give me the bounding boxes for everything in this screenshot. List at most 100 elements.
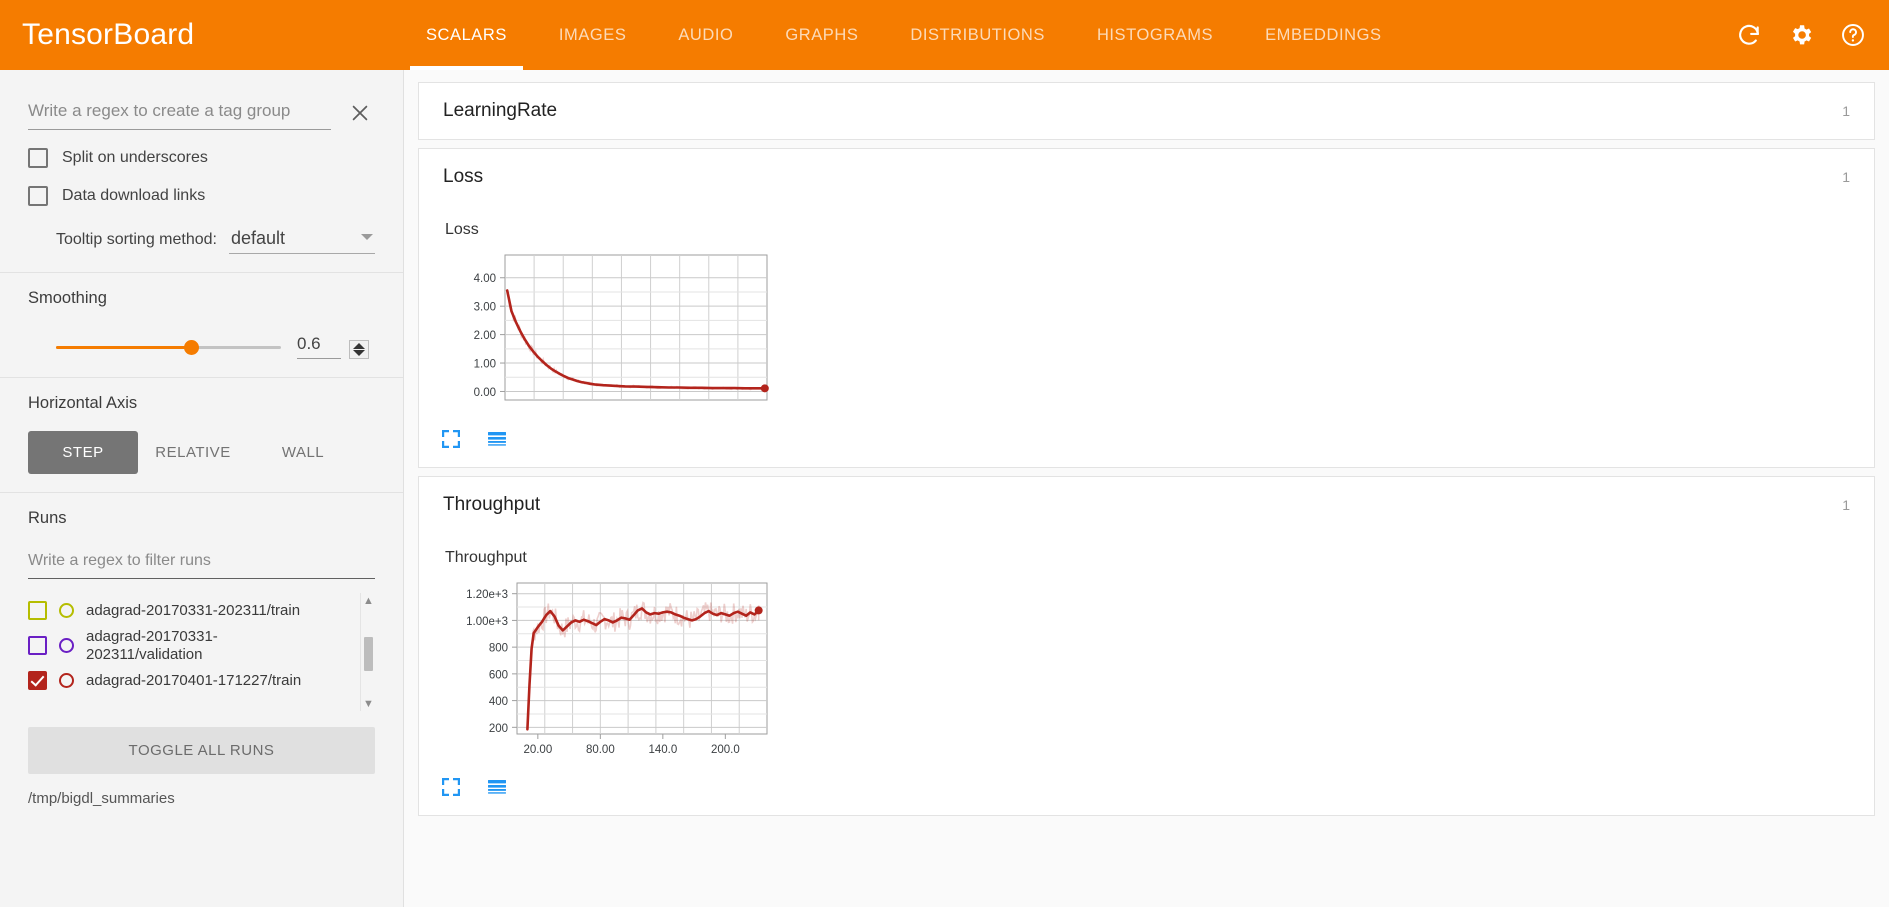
svg-text:200.0: 200.0 (711, 744, 740, 756)
card-count: 1 (1842, 103, 1850, 119)
run-item[interactable]: adagrad-20170331-202311/train (28, 593, 351, 628)
run-item[interactable]: adagrad-20170331-202311/validation (28, 628, 351, 663)
run-item-label: adagrad-20170331-202311/train (86, 601, 301, 619)
scroll-up-icon[interactable]: ▲ (363, 594, 374, 607)
runs-filter-input[interactable] (28, 542, 375, 579)
tag-regex-input[interactable] (28, 99, 331, 130)
checkbox-split-on-underscores[interactable]: Split on underscores (28, 148, 375, 168)
runs-title: Runs (28, 509, 67, 527)
axis-button-step[interactable]: STEP (28, 431, 138, 474)
tooltip-sorting-value: default (230, 228, 286, 248)
svg-text:800: 800 (489, 643, 508, 655)
chart-actions-loss (419, 419, 1874, 457)
checkbox-data-download-links[interactable]: Data download links (28, 186, 375, 206)
chart-loss[interactable]: 0.00 1.00 2.00 3.00 4.00 (445, 249, 775, 414)
checkbox-split-on-underscores-label: Split on underscores (62, 149, 208, 166)
run-color-circle (59, 603, 74, 618)
runs-scrollbar[interactable]: ▲ ▼ (360, 593, 375, 711)
app-brand: TensorBoard (22, 18, 195, 51)
axis-button-wall[interactable]: WALL (248, 431, 358, 474)
tab-images[interactable]: IMAGES (533, 0, 652, 70)
smoothing-stepper[interactable] (349, 340, 369, 359)
stepper-up-icon[interactable] (353, 343, 365, 349)
chart-title-throughput: Throughput (445, 549, 527, 566)
tag-regex-row (28, 86, 375, 130)
svg-text:2.00: 2.00 (474, 330, 496, 342)
smoothing-value[interactable]: 0.6 (297, 334, 341, 359)
svg-text:600: 600 (489, 669, 508, 681)
scrollbar-thumb[interactable] (364, 637, 373, 671)
tab-distributions[interactable]: DISTRIBUTIONS (884, 0, 1071, 70)
logdir-path: /tmp/bigdl_summaries (28, 790, 175, 807)
run-item[interactable]: adagrad-20170401-171227/train (28, 663, 351, 698)
card-body-throughput: Throughput 200 400 600 800 1.00e+3 1.20e+3 20.… (419, 533, 1874, 815)
axis-button-relative-label: RELATIVE (155, 444, 231, 461)
stepper-down-icon[interactable] (353, 350, 365, 356)
slider-fill (56, 345, 191, 349)
run-checkbox[interactable] (28, 601, 47, 620)
smoothing-slider[interactable] (56, 338, 281, 356)
smoothing-number: 0.6 (297, 334, 375, 359)
expand-icon[interactable] (441, 777, 463, 799)
nav-tabs: SCALARS IMAGES AUDIO GRAPHS DISTRIBUTION… (400, 0, 1735, 70)
runs-section: Runs adagrad-20170331-202311/train adagr… (0, 493, 403, 825)
run-checkbox[interactable] (28, 636, 47, 656)
checkbox-data-download-links-label: Data download links (62, 187, 206, 204)
tab-histograms[interactable]: HISTOGRAMS (1071, 0, 1239, 70)
help-icon[interactable] (1839, 21, 1867, 49)
gear-icon[interactable] (1787, 21, 1815, 49)
tab-histograms-label: HISTOGRAMS (1096, 25, 1214, 44)
data-series-icon[interactable] (487, 429, 509, 451)
checkbox-box (28, 186, 48, 206)
run-item-label: adagrad-20170401-171227/train (86, 672, 302, 690)
svg-text:140.0: 140.0 (648, 744, 677, 756)
tooltip-sorting-label: Tooltip sorting method: (56, 231, 217, 248)
horizontal-axis-section: Horizontal Axis STEP RELATIVE WALL (0, 378, 403, 493)
svg-text:400: 400 (489, 696, 508, 708)
sidebar: Split on underscores Data download links… (0, 70, 404, 907)
svg-text:80.00: 80.00 (586, 744, 615, 756)
checkbox-box (28, 148, 48, 168)
svg-text:0.00: 0.00 (474, 387, 496, 399)
close-icon[interactable] (345, 98, 375, 128)
tab-scalars-label: SCALARS (426, 25, 507, 44)
tab-images-label: IMAGES (558, 25, 627, 44)
slider-knob[interactable] (184, 339, 199, 355)
toggle-all-runs-button[interactable]: TOGGLE ALL RUNS (28, 727, 375, 774)
chart-title-loss: Loss (445, 221, 479, 238)
tab-scalars[interactable]: SCALARS (400, 0, 533, 70)
horizontal-axis-title: Horizontal Axis (28, 394, 138, 412)
card-throughput: Throughput 1 Throughput 200 400 600 800 1.00… (418, 476, 1875, 816)
tab-embeddings[interactable]: EMBEDDINGS (1239, 0, 1407, 70)
run-item-label: adagrad-20170331-202311/validation (86, 628, 218, 663)
refresh-icon[interactable] (1735, 21, 1763, 49)
tooltip-sorting-select[interactable]: default (228, 228, 375, 254)
svg-text:1.00: 1.00 (474, 359, 496, 371)
expand-icon[interactable] (441, 429, 463, 451)
chart-throughput[interactable]: 200 400 600 800 1.00e+3 1.20e+3 20.00 80.00 140.… (445, 577, 775, 762)
card-header-loss[interactable]: Loss 1 (419, 149, 1874, 205)
scroll-down-icon[interactable]: ▼ (363, 697, 374, 710)
tab-audio-label: AUDIO (678, 25, 734, 44)
tab-embeddings-label: EMBEDDINGS (1265, 25, 1382, 44)
card-header-learningrate[interactable]: LearningRate 1 (419, 83, 1874, 139)
tab-audio[interactable]: AUDIO (652, 0, 759, 70)
smoothing-title: Smoothing (28, 289, 107, 307)
card-learningrate: LearningRate 1 (418, 82, 1875, 140)
smoothing-row: 0.6 (28, 334, 375, 359)
smoothing-section: Smoothing 0.6 (0, 273, 403, 378)
axis-button-wall-label: WALL (281, 444, 325, 461)
data-series-icon[interactable] (487, 777, 509, 799)
tab-graphs[interactable]: GRAPHS (759, 0, 884, 70)
svg-text:20.00: 20.00 (523, 744, 552, 756)
card-header-throughput[interactable]: Throughput 1 (419, 477, 1874, 533)
axis-button-relative[interactable]: RELATIVE (138, 431, 248, 474)
run-checkbox[interactable] (28, 671, 47, 691)
run-color-circle (59, 638, 74, 654)
svg-text:3.00: 3.00 (474, 302, 496, 314)
card-count: 1 (1842, 169, 1850, 185)
card-body-loss: Loss 0.00 1.00 2.00 3.00 4.00 (419, 205, 1874, 467)
card-title: Throughput (443, 494, 541, 515)
page-body: Split on underscores Data download links… (0, 70, 1889, 907)
horizontal-axis-buttons: STEP RELATIVE WALL (28, 431, 375, 474)
